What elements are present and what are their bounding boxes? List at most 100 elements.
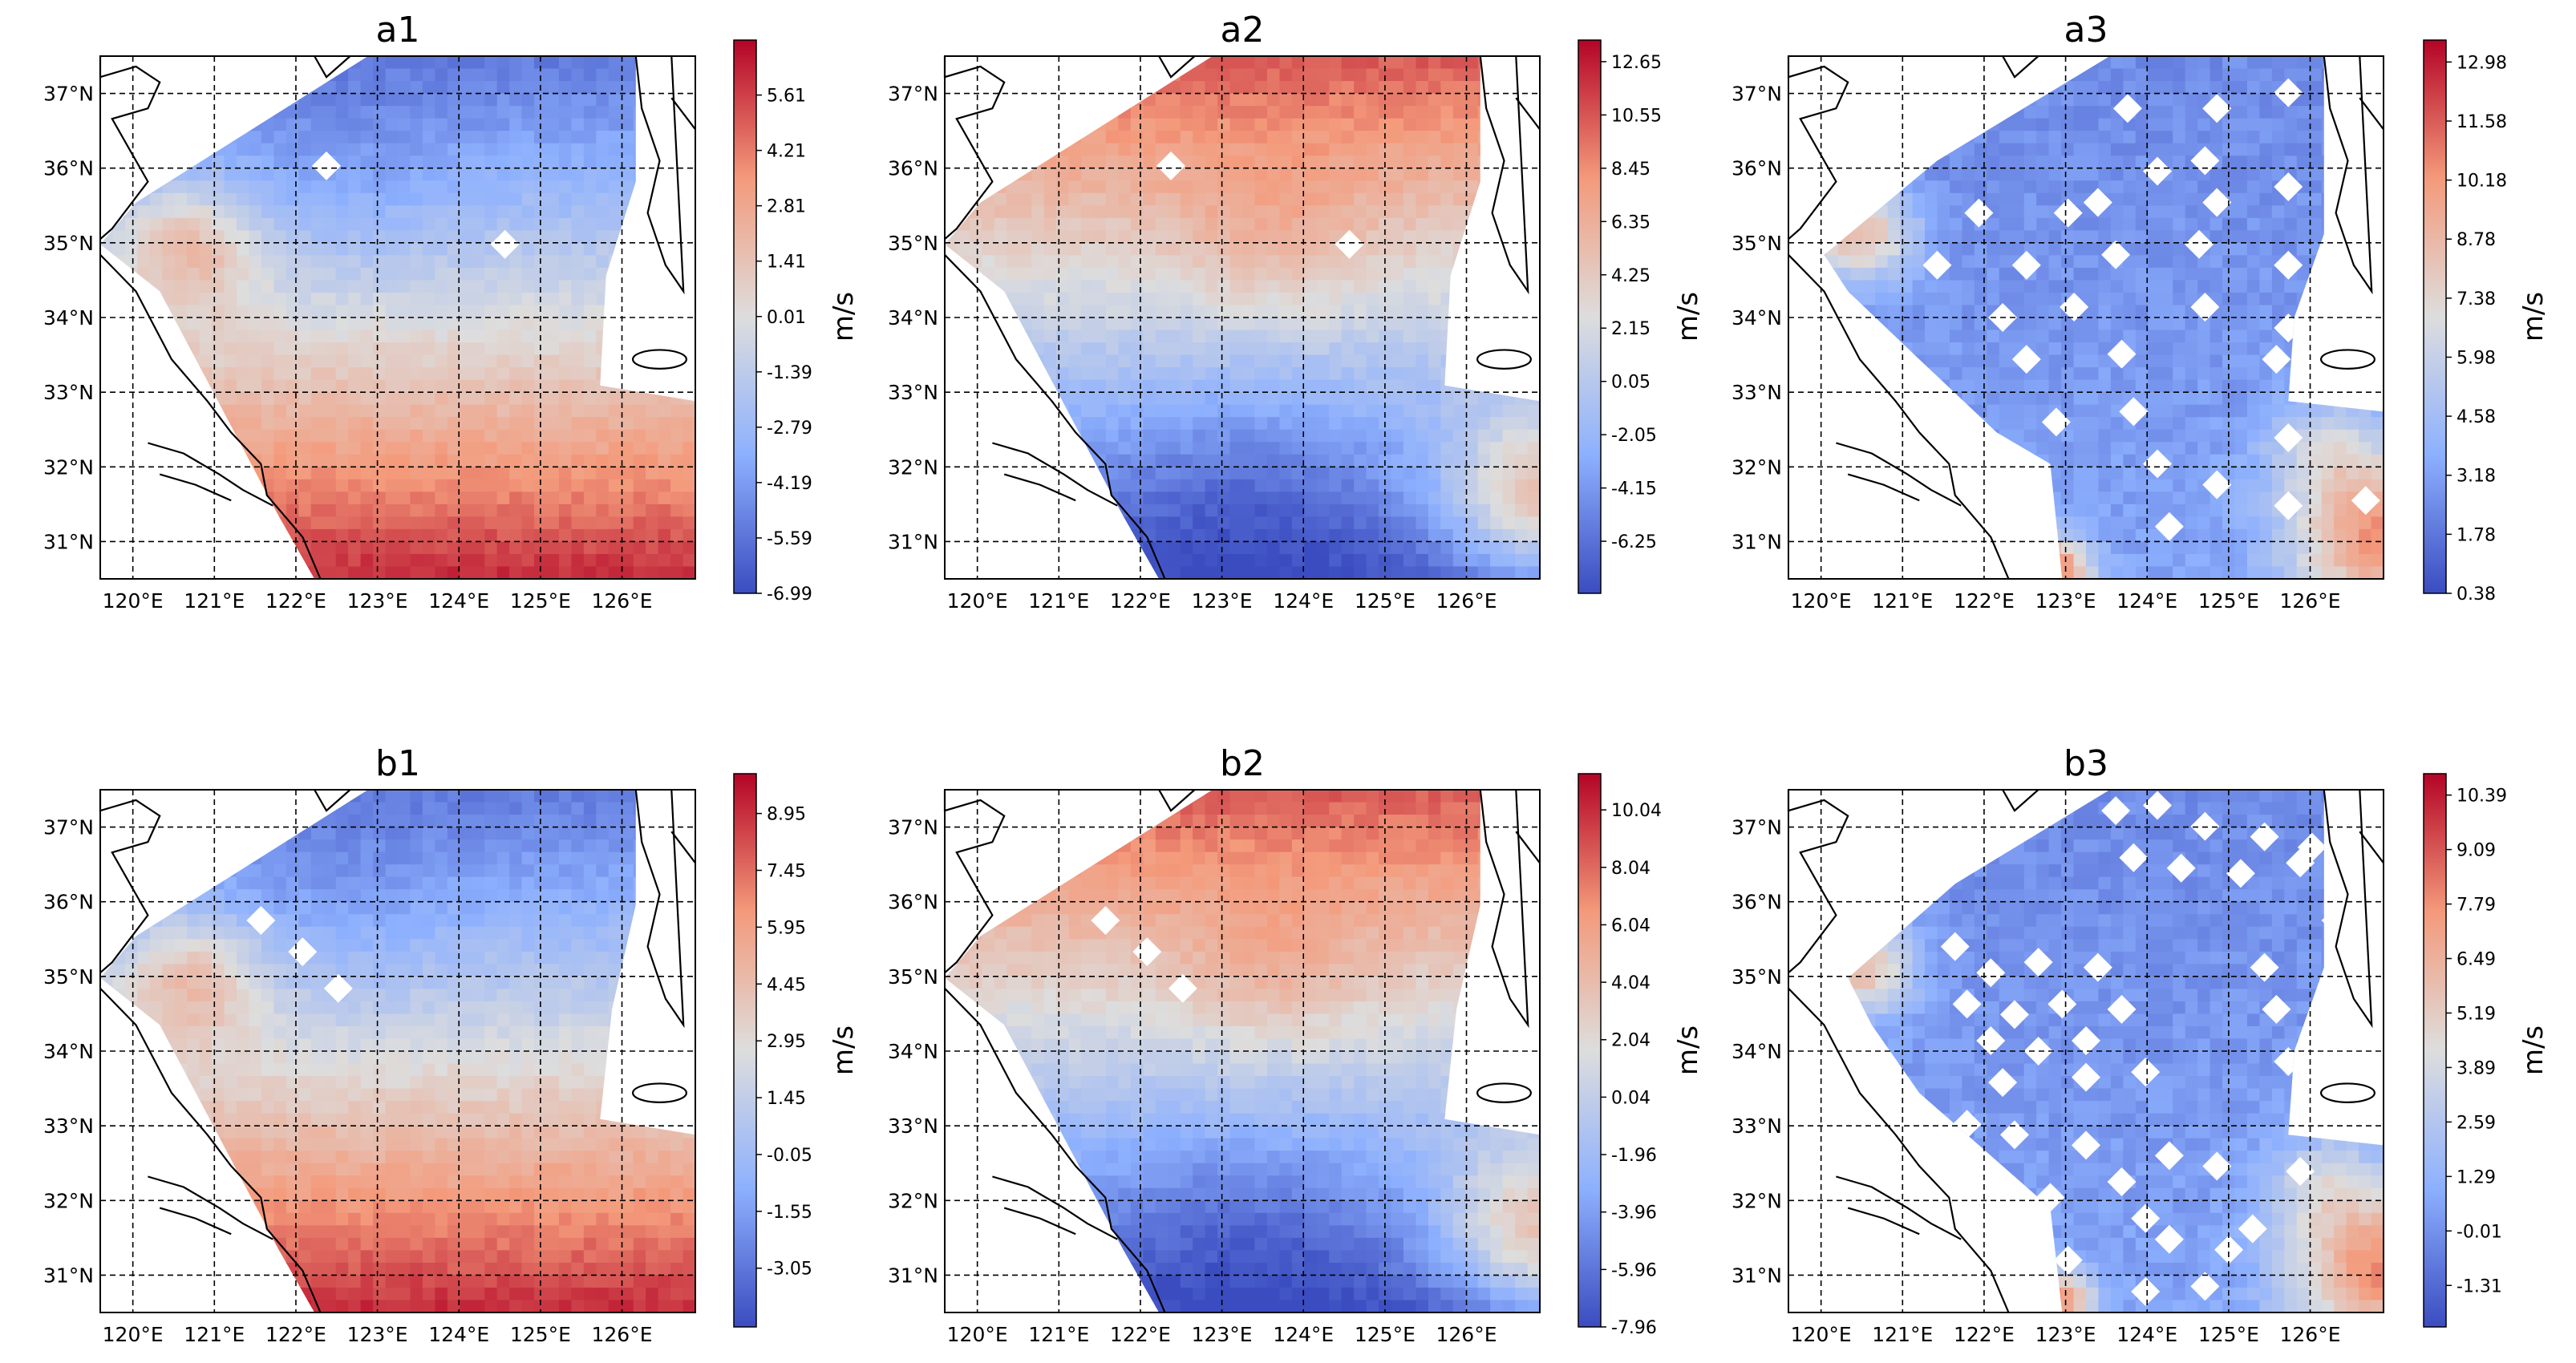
heat-cell (1403, 442, 1417, 455)
heat-cell (1366, 392, 1379, 406)
heat-cell (521, 205, 535, 219)
heat-cell (286, 367, 300, 381)
heat-cell (261, 192, 275, 207)
heat-cell (1887, 205, 1901, 219)
heat-cell (1452, 429, 1467, 443)
heat-cell (1193, 342, 1206, 356)
heat-cell (1341, 479, 1355, 493)
heat-cell (1143, 267, 1156, 281)
heat-cell (1118, 342, 1132, 356)
heat-cell (1329, 553, 1343, 568)
heat-cell (1329, 156, 1343, 169)
heat-cell (422, 367, 436, 381)
heat-cell (1180, 528, 1193, 543)
heat-cell (472, 93, 486, 107)
heat-cell (646, 516, 659, 530)
heat-cell (1440, 267, 1454, 281)
heat-cell (496, 528, 510, 543)
heat-cell (521, 479, 535, 493)
heat-cell (447, 454, 461, 468)
heat-cell (335, 367, 349, 381)
heat-cell (310, 106, 325, 119)
heat-cell (1416, 541, 1429, 555)
heat-cell (472, 192, 486, 207)
heat-cell (608, 516, 622, 530)
heat-cell (1341, 156, 1355, 169)
heat-cell (1168, 566, 1181, 579)
heat-cell (1452, 392, 1467, 406)
heat-cell (1081, 230, 1095, 244)
heat-cell (298, 491, 312, 505)
heat-cell (385, 504, 399, 518)
heat-cell (1155, 342, 1169, 356)
heat-cell (261, 317, 275, 331)
heat-cell (1118, 292, 1132, 306)
heat-cell (212, 180, 225, 194)
heat-cell (335, 305, 349, 318)
heat-cell (1031, 205, 1045, 219)
heat-cell (137, 205, 151, 219)
heat-cell (1143, 131, 1156, 144)
heat-cell (1266, 230, 1281, 244)
heat-cell (385, 342, 399, 356)
heat-cell (571, 205, 585, 219)
heat-cell (335, 479, 349, 493)
heat-cell (1229, 93, 1243, 107)
heat-cell (1403, 143, 1417, 156)
heat-cell (484, 93, 498, 107)
heat-cell (1031, 242, 1045, 257)
heat-cell (1143, 504, 1156, 518)
heat-cell (373, 566, 387, 579)
heat-cell (484, 56, 498, 70)
heat-cell (1428, 354, 1442, 368)
heat-cell (1366, 305, 1379, 318)
heat-cell (1217, 106, 1231, 119)
heat-cell (323, 541, 337, 555)
heat-cell (286, 504, 300, 518)
heat-cell (2011, 205, 2025, 219)
heat-cell (1900, 317, 1914, 331)
heat-cell (224, 392, 237, 406)
heat-cell (1354, 168, 1367, 182)
heat-cell (335, 230, 349, 244)
heat-cell (1428, 404, 1442, 418)
heat-cell (1527, 417, 1540, 431)
heat-cell (348, 442, 362, 455)
heat-cell (1254, 541, 1268, 555)
heat-cell (1266, 267, 1281, 281)
heat-cell (1242, 367, 1256, 381)
heat-cell (994, 267, 1008, 281)
heat-cell (286, 330, 300, 343)
heat-cell (422, 68, 436, 82)
heat-cell (323, 342, 337, 356)
heat-cell (1217, 118, 1231, 131)
heat-cell (1168, 330, 1181, 343)
heat-cell (1229, 242, 1243, 257)
heat-cell (1416, 292, 1429, 306)
heat-cell (1316, 467, 1331, 480)
heat-cell (571, 267, 585, 281)
heat-cell (1254, 429, 1268, 443)
heat-cell (199, 342, 213, 356)
heat-cell (1354, 404, 1367, 418)
heat-cell (422, 280, 436, 293)
heat-cell (460, 504, 473, 518)
heat-cell (509, 429, 523, 443)
heat-cell (1168, 131, 1181, 144)
heat-cell (621, 528, 634, 543)
heat-cell (162, 267, 176, 281)
heat-cell (373, 354, 387, 368)
colorbar-unit-label: m/s (828, 292, 860, 342)
heat-cell (385, 379, 399, 393)
heat-cell (1168, 81, 1181, 95)
heat-cell (509, 68, 523, 82)
heat-cell (1056, 280, 1070, 293)
heat-cell (1093, 143, 1107, 156)
heat-cell (360, 81, 374, 95)
heat-cell (1416, 317, 1429, 331)
heat-cell (323, 553, 337, 568)
heat-cell (1937, 217, 1950, 232)
heat-cell (1304, 342, 1318, 356)
heat-cell (658, 442, 671, 455)
heat-cell (1242, 292, 1256, 306)
